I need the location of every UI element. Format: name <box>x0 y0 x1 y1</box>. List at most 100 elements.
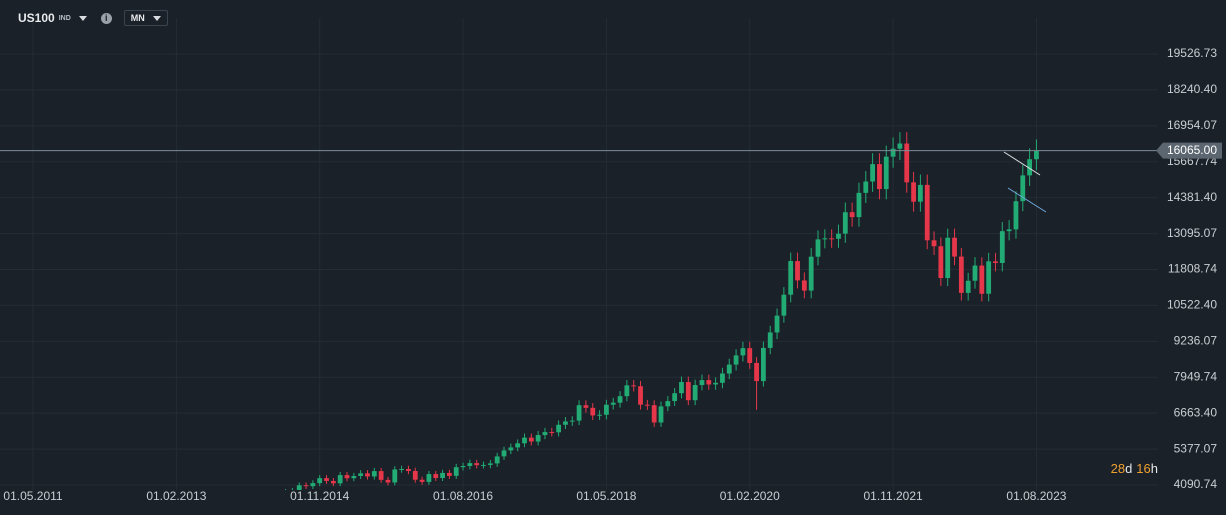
candle-body <box>494 456 500 464</box>
candle-body <box>658 406 664 423</box>
candle-body <box>679 381 684 394</box>
candle-body <box>945 237 951 279</box>
candle-body <box>556 424 562 433</box>
candle-body <box>597 414 602 416</box>
candle-body <box>317 478 323 484</box>
candle-body <box>569 420 575 422</box>
y-tick-label: 9236.07 <box>1174 334 1218 348</box>
candle-body <box>931 240 937 247</box>
candle-countdown: 28d 16h <box>1111 461 1158 476</box>
candle-body <box>999 231 1005 263</box>
candle-body <box>720 373 725 383</box>
x-tick-label: 01.05.2018 <box>576 489 636 503</box>
candle-body <box>842 212 848 234</box>
candle-body <box>399 468 405 470</box>
candle-body <box>440 472 445 479</box>
candle-body <box>337 475 343 484</box>
candle-body <box>726 364 732 374</box>
candle-body <box>958 256 964 293</box>
x-tick-label: 01.05.2011 <box>3 489 62 503</box>
y-tick-label: 5377.07 <box>1174 441 1218 455</box>
candle-body <box>808 256 814 291</box>
candle-body <box>897 143 903 149</box>
timeframe-dropdown <box>152 15 161 21</box>
trend-line[interactable] <box>1007 187 1047 213</box>
candle-body <box>644 404 650 406</box>
candle-body <box>453 467 459 476</box>
candle-body <box>365 473 370 477</box>
x-tick-label: 01.02.2020 <box>720 489 780 503</box>
candle-body <box>460 466 466 468</box>
y-tick-label: 18240.40 <box>1167 82 1217 96</box>
candle-body <box>412 470 418 480</box>
symbol-dropdown[interactable] <box>78 15 87 21</box>
candle-body <box>788 261 794 295</box>
y-tick-label: 10522.40 <box>1167 298 1217 312</box>
candle-body <box>856 192 862 218</box>
candle-body <box>1020 175 1026 202</box>
candle-body <box>829 238 835 240</box>
trend-line[interactable] <box>1003 151 1041 176</box>
candle-body <box>740 348 746 356</box>
candle-body <box>883 156 889 190</box>
candle-body <box>378 471 384 480</box>
candle-body <box>351 475 357 479</box>
candle-body <box>303 485 309 487</box>
y-tick-label: 16954.07 <box>1167 118 1217 132</box>
candle-body <box>528 437 534 442</box>
timeframe-select[interactable]: MN <box>123 10 168 26</box>
candles <box>263 132 1039 501</box>
candle-body <box>870 164 876 182</box>
candle-body <box>665 401 671 407</box>
candle-body <box>481 464 486 466</box>
candle-body <box>917 184 923 202</box>
candle-body <box>781 294 787 316</box>
candle-body <box>392 469 398 483</box>
candle-body <box>522 437 527 444</box>
candle-body <box>385 479 391 483</box>
symbol[interactable]: US100 <box>18 11 55 25</box>
candle-body <box>296 485 302 490</box>
info-icon[interactable]: i <box>100 12 112 24</box>
candle-body <box>836 233 841 239</box>
candle-body <box>310 483 316 487</box>
candle-body <box>747 348 753 363</box>
candle-body <box>1013 201 1019 230</box>
y-tick-label: 7949.74 <box>1174 369 1218 383</box>
candle-body <box>263 499 268 500</box>
countdown-hours: 16 <box>1136 461 1150 476</box>
candle-body <box>276 495 281 501</box>
candle-body <box>822 238 828 240</box>
candle-body <box>406 468 411 471</box>
candle-body <box>754 362 759 382</box>
last-price-tag <box>1156 142 1222 159</box>
candle-body <box>993 261 998 263</box>
timeframe: MN <box>130 13 145 23</box>
candle-body <box>330 480 336 484</box>
candle-body <box>638 386 643 405</box>
candle-body <box>358 473 364 476</box>
candle-body <box>270 499 275 501</box>
candle-body <box>624 385 630 397</box>
candle-body <box>733 355 739 365</box>
candle-body <box>1006 229 1012 232</box>
candle-body <box>979 265 985 294</box>
y-tick-label: 4090.74 <box>1174 477 1218 491</box>
candle-body <box>419 479 425 482</box>
candle-body <box>590 407 596 416</box>
candle-body <box>631 385 637 387</box>
candle-body <box>1034 150 1039 160</box>
y-tick-label: 19526.73 <box>1167 46 1217 60</box>
candle-body <box>863 181 869 193</box>
candle-body <box>924 184 930 241</box>
candle-body <box>938 246 944 279</box>
candle-body <box>371 471 377 477</box>
candle-body <box>501 450 507 457</box>
candle-body <box>467 463 473 467</box>
countdown-days: 28 <box>1111 461 1125 476</box>
candle-body <box>617 396 623 403</box>
candle-body <box>713 382 719 385</box>
candle-body <box>549 432 555 434</box>
